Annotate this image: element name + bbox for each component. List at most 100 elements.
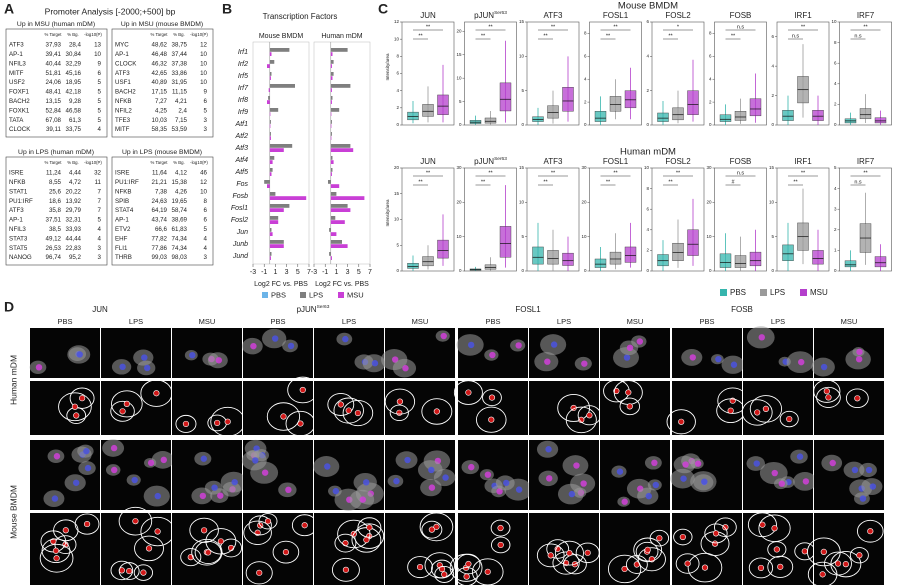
panel-title-main: FOSL2 <box>665 157 691 166</box>
bar <box>330 204 348 208</box>
table-cell: 48,62 <box>152 42 168 49</box>
table-cell: NFKB <box>9 179 26 186</box>
table-cell: 5 <box>204 226 208 233</box>
y-tick-label: 0 <box>771 122 774 127</box>
table-cell: 64,19 <box>152 207 168 214</box>
x-tick-label: 3 <box>285 269 289 276</box>
column-header: % Bg. <box>173 160 184 165</box>
panel-label: A <box>4 1 14 17</box>
nucleus-mark <box>428 526 435 533</box>
y-axis-label: Intensity/area <box>385 199 390 227</box>
panel-title-sup: Ser63 <box>494 10 507 16</box>
nucleus-mark <box>625 389 632 396</box>
y-tick-label: 0 <box>646 268 649 273</box>
box <box>734 111 747 121</box>
y-tick-label: 0 <box>646 122 649 127</box>
y-tick-label: 0 <box>834 268 837 273</box>
box <box>547 250 559 265</box>
bar <box>330 216 336 220</box>
table-cell: 12 <box>200 42 207 49</box>
table-cell: 37,38 <box>172 60 188 67</box>
x-tick-label: 5 <box>357 269 361 276</box>
bar <box>329 228 331 232</box>
table-cell: MITF <box>115 126 130 133</box>
bar <box>269 252 272 256</box>
significance-label: # <box>731 179 735 185</box>
nucleus-mark <box>396 398 404 405</box>
bar <box>267 100 270 104</box>
box <box>687 229 699 256</box>
table-cell: 24,63 <box>152 198 168 205</box>
cell-outline <box>245 561 273 585</box>
row-title: Human mDM <box>620 147 676 158</box>
y-tick-label: 2 <box>584 99 587 104</box>
nucleus <box>796 453 804 460</box>
micrograph <box>529 328 599 378</box>
significance-label: * <box>677 24 680 30</box>
panel-title: JUN <box>420 11 436 20</box>
group-title: FOSL1 <box>515 305 541 314</box>
bar <box>330 132 332 136</box>
category-label: Irf5 <box>238 73 248 80</box>
nucleus <box>489 351 496 359</box>
table-cell: 13 <box>94 42 101 49</box>
cell-outline <box>565 406 597 434</box>
cell-outline <box>272 540 300 564</box>
table-cell: 49,12 <box>46 235 62 242</box>
table-cell: 26,53 <box>46 245 62 252</box>
bar <box>330 76 333 80</box>
category-label: Fosb <box>232 193 248 200</box>
nucleus-mark <box>684 560 691 567</box>
cell-outline <box>110 560 134 581</box>
y-tick-label: 3 <box>834 206 837 211</box>
cell-outline <box>546 539 570 559</box>
cell-outline <box>767 555 794 578</box>
table-cell: 99,03 <box>152 254 168 261</box>
y-tick-label: 8 <box>709 31 712 36</box>
cell-outline <box>357 517 382 538</box>
bar <box>330 112 332 116</box>
micrograph <box>30 381 100 435</box>
nucleus <box>440 332 447 340</box>
y-tick-label: 20 <box>456 29 462 34</box>
nucleus-mark <box>711 540 719 547</box>
nucleus <box>802 478 810 485</box>
nucleus-mark <box>264 518 272 525</box>
bar <box>269 220 279 224</box>
table-cell: 74,34 <box>172 245 188 252</box>
column-header: -log10(P) <box>190 160 208 165</box>
group-title-main: FOSL1 <box>515 305 541 314</box>
bar <box>330 240 342 244</box>
table-cell: 40,44 <box>46 60 62 67</box>
nucleus <box>503 479 510 487</box>
cell-outline <box>490 536 511 554</box>
panel-title-main: FOSB <box>730 11 752 20</box>
nucleus-mark <box>488 416 495 423</box>
y-tick-label: 4 <box>771 63 774 68</box>
box <box>562 87 574 112</box>
table-cell: 8,55 <box>49 179 62 186</box>
bar <box>330 160 334 164</box>
nucleus-mark <box>201 527 208 534</box>
y-tick-label: 20 <box>394 165 400 170</box>
y-tick-label: 6 <box>646 206 649 211</box>
row-label: Mouse BMDM <box>8 485 18 539</box>
y-tick-label: 5 <box>459 99 462 104</box>
table-cell: 9 <box>98 60 102 67</box>
bar <box>330 48 348 52</box>
y-tick-label: 10 <box>644 165 650 170</box>
bar <box>269 240 284 244</box>
bar <box>330 124 332 128</box>
nucleus <box>428 466 435 474</box>
nucleus <box>621 498 628 505</box>
table-cell: 4 <box>98 126 102 133</box>
nucleus <box>211 484 218 491</box>
nucleus <box>199 492 207 500</box>
nucleus <box>694 460 702 467</box>
nucleus <box>758 334 765 341</box>
bar <box>269 216 279 220</box>
nucleus-mark <box>465 560 472 568</box>
nucleus-mark <box>73 412 80 419</box>
cell-outline <box>687 552 723 583</box>
